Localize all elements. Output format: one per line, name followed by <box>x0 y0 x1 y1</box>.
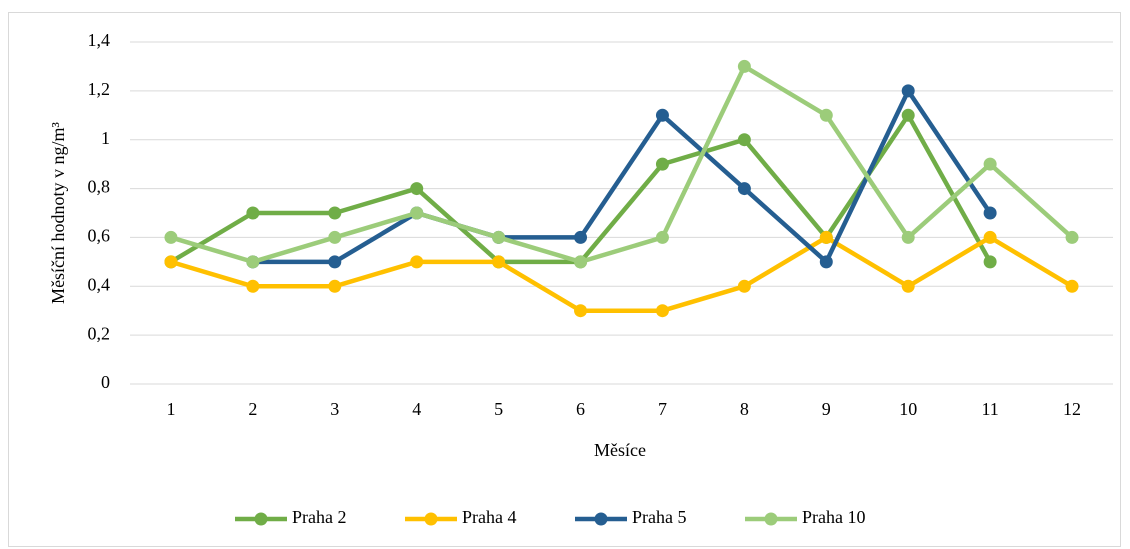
data-point <box>901 108 915 122</box>
data-point <box>1065 230 1079 244</box>
legend-label: Praha 5 <box>632 507 686 527</box>
data-point <box>901 230 915 244</box>
x-tick-label: 2 <box>248 399 257 419</box>
series-line <box>170 235 1074 313</box>
data-point <box>410 255 424 269</box>
data-point <box>819 108 833 122</box>
y-tick-label: 0,8 <box>88 177 111 197</box>
data-point <box>737 279 751 293</box>
data-point <box>246 206 260 220</box>
data-point <box>246 279 260 293</box>
data-point <box>410 206 424 220</box>
data-point <box>492 255 506 269</box>
x-tick-label: 5 <box>494 399 503 419</box>
y-tick-label: 0 <box>101 372 110 392</box>
y-tick-label: 0,4 <box>88 274 111 294</box>
data-point <box>737 133 751 147</box>
y-tick-label: 0,2 <box>88 323 111 343</box>
y-tick-label: 1 <box>101 128 110 148</box>
data-point <box>983 230 997 244</box>
data-point <box>737 59 751 73</box>
data-point <box>655 230 669 244</box>
data-point <box>164 255 178 269</box>
data-point <box>574 255 588 269</box>
data-point <box>328 255 342 269</box>
data-point <box>328 206 342 220</box>
legend-label: Praha 4 <box>462 507 516 527</box>
data-point <box>901 279 915 293</box>
x-tick-label: 6 <box>576 399 585 419</box>
y-axis-label: Měsíční hodnoty v ng/m³ <box>48 121 68 303</box>
legend-marker <box>764 512 778 526</box>
legend-label: Praha 10 <box>802 507 865 527</box>
data-point <box>410 182 424 196</box>
data-point <box>574 230 588 244</box>
data-point <box>246 255 260 269</box>
data-point <box>655 304 669 318</box>
data-point <box>819 230 833 244</box>
legend-marker <box>594 512 608 526</box>
x-tick-label: 8 <box>740 399 749 419</box>
data-point <box>492 230 506 244</box>
x-tick-label: 1 <box>166 399 175 419</box>
x-tick-label: 3 <box>330 399 339 419</box>
data-point <box>901 84 915 98</box>
legend-marker <box>254 512 268 526</box>
data-point <box>819 255 833 269</box>
chart-border <box>8 12 1121 547</box>
x-tick-label: 12 <box>1063 399 1081 419</box>
x-tick-label: 9 <box>822 399 831 419</box>
y-tick-label: 0,6 <box>88 226 111 246</box>
data-point <box>328 279 342 293</box>
x-tick-label: 7 <box>658 399 667 419</box>
data-point <box>737 182 751 196</box>
data-point <box>655 157 669 171</box>
data-point <box>983 206 997 220</box>
x-tick-label: 10 <box>899 399 917 419</box>
data-point <box>983 255 997 269</box>
y-tick-label: 1,2 <box>88 79 111 99</box>
x-tick-label: 11 <box>981 399 998 419</box>
series-line <box>170 64 1074 265</box>
x-tick-label: 4 <box>412 399 421 419</box>
data-point <box>983 157 997 171</box>
y-tick-label: 1,4 <box>88 30 111 50</box>
data-point <box>655 108 669 122</box>
data-point <box>328 230 342 244</box>
data-point <box>1065 279 1079 293</box>
data-point <box>574 304 588 318</box>
legend-marker <box>424 512 438 526</box>
legend-label: Praha 2 <box>292 507 346 527</box>
x-axis-label: Měsíce <box>594 440 646 460</box>
data-point <box>164 230 178 244</box>
